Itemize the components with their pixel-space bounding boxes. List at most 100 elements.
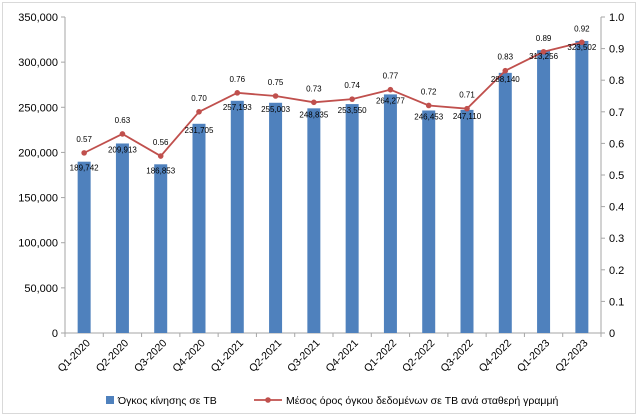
bar-value-label: 253,550 [338,106,367,115]
line-value-label: 0.75 [268,78,284,87]
y-left-tick-label: 350,000 [18,12,58,24]
x-tick-label: Q4-2020 [170,337,207,374]
line-value-label: 0.56 [153,138,169,147]
bar [460,109,474,333]
line-value-label: 0.74 [344,81,360,90]
x-tick-label: Q1-2022 [362,337,399,374]
y-right-tick-label: 0.3 [609,233,624,245]
axes: 0 50,000 100,000 150,000 200,000 250,000 300,0… [18,12,624,375]
y-right-tick-label: 0.2 [609,265,624,277]
line-value-label: 0.76 [229,75,245,84]
legend-line-marker [265,397,271,403]
y-right-tick-label: 0.6 [609,138,624,150]
line-point [272,93,279,99]
line-value-label: 0.92 [574,24,590,33]
bar-series [77,40,589,334]
line-value-label: 0.77 [383,72,399,81]
x-tick-label: Q2-2022 [400,337,437,374]
y-right-tick-label: 0.8 [609,75,624,87]
series-line [83,41,583,158]
line-point [157,153,164,159]
bar-value-label: 248,835 [299,110,328,119]
line-value-label: 0.89 [536,34,552,43]
line-value-label: 0.63 [115,116,131,125]
bar [192,123,206,333]
y-right-tick-label: 0.4 [609,202,624,214]
x-tick-label: Q3-2020 [132,337,169,374]
line-point [81,150,87,156]
y-left-tick-label: 300,000 [18,57,58,69]
x-tick-label: Q4-2022 [477,337,514,374]
bar [154,164,168,333]
y-left-tick-label: 100,000 [18,238,58,250]
line-point [196,109,202,115]
bar [383,94,397,333]
legend-bar-swatch [106,396,114,404]
line-point [464,105,470,112]
bar [230,100,244,333]
bar-value-label: 313,256 [529,52,558,61]
line-value-label: 0.70 [191,94,207,103]
legend-bar-label: Όγκος κίνησης σε TB [117,395,217,407]
line-point [579,39,585,46]
line-point [502,67,509,74]
line-value-label: 0.71 [459,91,475,100]
bar [345,104,359,334]
x-tick-label: Q1-2021 [209,337,246,374]
line-point [540,48,547,55]
x-tick-label: Q3-2022 [438,337,475,374]
bar [498,72,512,334]
line-value-label: 0.73 [306,84,322,93]
bar-value-label: 323,502 [567,43,596,52]
line-point [119,131,126,137]
y-right-tick-label: 0.7 [609,107,624,119]
legend: Όγκος κίνησης σε TB Μέσος όρος όγκου δεδο… [106,395,559,407]
x-tick-label: Q1-2023 [515,337,552,374]
y-right-tick-label: 0.5 [609,170,624,182]
line-value-label: 0.57 [76,135,92,144]
x-tick-label: Q2-2020 [94,337,131,374]
bar [269,102,283,333]
x-tick-label: Q3-2021 [285,337,322,374]
bar-value-label: 264,277 [376,96,405,105]
bar-value-label: 209,913 [108,145,137,154]
y-left-tick-label: 50,000 [24,283,58,295]
bar [307,108,321,333]
bar-value-label: 288,140 [491,75,520,84]
legend-line-label: Μέσος όρος όγκου δεδομένων σε TB ανά στα… [286,395,559,407]
bar-value-label: 189,742 [70,164,99,173]
chart-frame: 0 50,000 100,000 150,000 200,000 250,000 300,0… [2,2,636,414]
bar-value-label: 186,853 [146,166,175,175]
line-series [81,39,585,159]
line-point [311,99,317,106]
y-left-tick-label: 250,000 [18,102,58,114]
line-point [349,96,355,102]
bar [422,110,436,333]
bar-value-label: 231,705 [185,126,214,135]
line-point [234,90,241,96]
y-right-tick-label: 0 [609,328,615,340]
bar-value-label: 257,193 [223,103,252,112]
line-point [425,102,432,109]
bar [77,161,91,333]
y-left-tick-label: 150,000 [18,193,58,205]
bar-value-label: 255,003 [261,105,290,114]
y-right-tick-label: 0.9 [609,44,624,56]
y-right-tick-label: 0.1 [609,296,624,308]
x-tick-label: Q2-2023 [553,337,590,374]
x-tick-label: Q2-2021 [247,337,284,374]
data-labels: 189,742 209,913 186,853 231,705 257,193 255,0… [70,24,597,175]
bar [115,143,129,333]
x-tick-label: Q4-2021 [323,337,360,374]
line-value-label: 0.72 [421,87,437,96]
line-value-label: 0.83 [497,53,513,62]
combo-chart: 0 50,000 100,000 150,000 200,000 250,000 300,0… [18,12,624,407]
y-right-tick-label: 1.0 [609,12,624,24]
bar [575,40,589,333]
bar [537,50,551,333]
bar-value-label: 247,110 [453,112,482,121]
line-point [387,86,394,93]
y-left-tick-label: 200,000 [18,147,58,159]
x-tick-label: Q1-2020 [55,337,92,374]
bar-value-label: 246,453 [414,112,443,121]
